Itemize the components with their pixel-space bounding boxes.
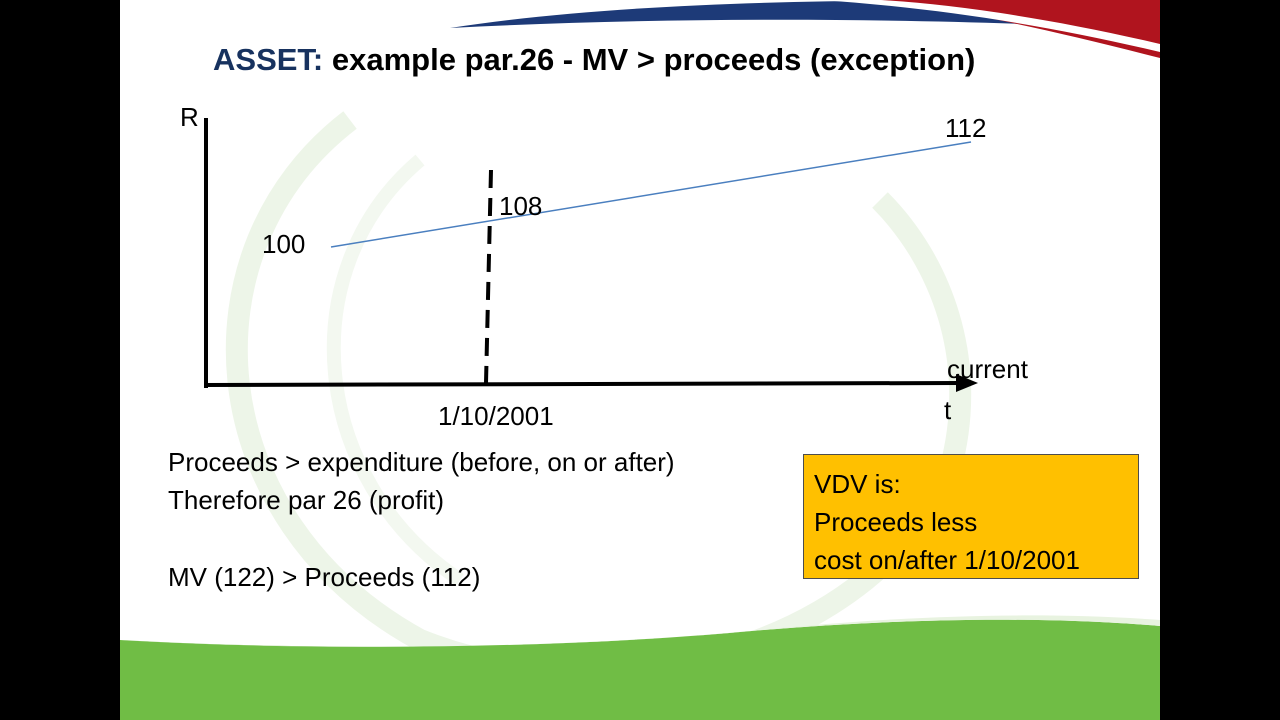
- title-text: example par.26 - MV > proceeds (exceptio…: [331, 42, 976, 77]
- footer-green-wave: [120, 619, 1160, 720]
- slide-title: ASSET: example par.26 - MV > proceeds (e…: [213, 42, 975, 78]
- note-line-1: VDV is:: [814, 469, 901, 499]
- note-line-2: Proceeds less: [814, 507, 978, 537]
- x-axis-label-current: current: [947, 354, 1028, 384]
- header-swoosh-red: [880, 0, 1160, 58]
- value-line: [330, 141, 972, 248]
- vdv-note-box: VDV is: Proceeds less cost on/after 1/10…: [803, 454, 1139, 579]
- slide: ASSET: example par.26 - MV > proceeds (e…: [120, 0, 1160, 720]
- footer-light-wave: [120, 615, 1160, 647]
- start-value-label: 100: [262, 229, 306, 259]
- watermark-swirl-inner: [326, 154, 464, 586]
- x-axis-label-t: t: [944, 395, 952, 425]
- note-line-3: cost on/after 1/10/2001: [814, 545, 1080, 575]
- x-axis: [203, 381, 961, 387]
- date-marker-label: 1/10/2001: [438, 401, 554, 431]
- body-line-2: Therefore par 26 (profit): [168, 485, 445, 515]
- slide-background-art: [120, 0, 1160, 720]
- date-value-label: 108: [499, 191, 543, 221]
- body-line-1: Proceeds > expenditure (before, on or af…: [168, 447, 675, 477]
- x-axis-arrowhead: [956, 374, 978, 392]
- date-marker-line: [484, 169, 493, 384]
- body-line-3: MV (122) > Proceeds (112): [168, 562, 481, 592]
- end-value-label: 112: [945, 113, 987, 143]
- y-axis-label: R: [180, 102, 199, 132]
- title-prefix: ASSET:: [213, 42, 324, 77]
